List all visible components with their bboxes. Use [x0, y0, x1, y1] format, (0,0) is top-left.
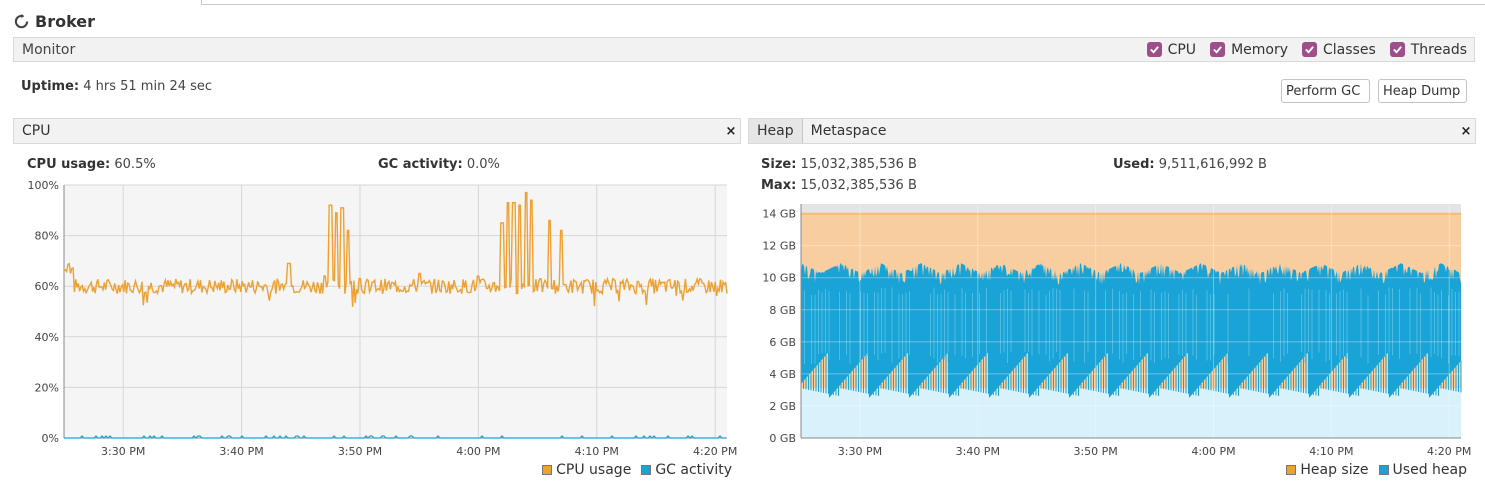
- x-tick-label: 3:50 PM: [1073, 445, 1117, 458]
- used-heap-area: [801, 263, 1461, 398]
- heap-size-stat: Size: 15,032,385,536 B: [761, 157, 917, 172]
- legend-swatch: [1286, 465, 1297, 475]
- y-tick-label: 40%: [35, 331, 59, 344]
- heap-panel-header: Heap Metaspace ×: [748, 118, 1476, 144]
- plot-background: [64, 185, 727, 438]
- heap-dump-button[interactable]: Heap Dump: [1378, 79, 1467, 103]
- x-tick-label: 3:40 PM: [219, 445, 263, 458]
- window-title-text: Broker: [35, 11, 96, 31]
- gc-activity-value: 0.0%: [466, 157, 500, 172]
- gc-activity-stat: GC activity: 0.0%: [378, 157, 500, 172]
- tab-heap[interactable]: Heap: [749, 119, 803, 143]
- checkbox-memory[interactable]: Memory: [1210, 42, 1288, 58]
- checkbox-label: Threads: [1410, 41, 1467, 58]
- y-tick-label: 2 GB: [769, 400, 796, 413]
- y-tick-label: 12 GB: [762, 240, 796, 253]
- series-line-gc-activity: [64, 435, 726, 439]
- y-tick-label: 10 GB: [762, 272, 796, 285]
- heap-chart: 0 GB 2 GB 4 GB 6 GB 8 GB 10 GB 12 GB 14 GB 3:30 …: [762, 204, 1471, 458]
- uptime-value: 4 hrs 51 min 24 sec: [83, 79, 213, 94]
- y-tick-label: 0%: [42, 432, 59, 445]
- heap-used-stat: Used: 9,511,616,992 B: [1113, 157, 1267, 172]
- x-tick-label: 3:50 PM: [338, 445, 382, 458]
- y-tick-label: 0 GB: [769, 432, 796, 445]
- heap-max-label: Max:: [761, 178, 797, 193]
- heap-used-value: 9,511,616,992 B: [1158, 157, 1267, 172]
- x-tick-label: 4:20 PM: [1427, 445, 1471, 458]
- checkbox-label: Classes: [1323, 41, 1376, 58]
- perform-gc-button[interactable]: Perform GC: [1281, 79, 1370, 103]
- x-tick-label: 4:10 PM: [1309, 445, 1353, 458]
- series-line-cpu-usage: [63, 191, 728, 307]
- top-divider: [202, 4, 1485, 5]
- checkmark-icon[interactable]: [1210, 42, 1226, 57]
- x-tick-label: 3:40 PM: [956, 445, 1000, 458]
- refresh-icon[interactable]: [14, 13, 29, 29]
- x-tick-label: 4:20 PM: [693, 445, 737, 458]
- y-tick-label: 4 GB: [769, 368, 796, 381]
- cpu-usage-stat: CPU usage: 60.5%: [27, 157, 156, 172]
- legend-swatch: [542, 465, 553, 475]
- checkmark-icon[interactable]: [1146, 42, 1162, 57]
- heap-max-stat: Max: 15,032,385,536 B: [761, 178, 917, 193]
- legend-heap-size: Heap size: [1286, 462, 1369, 478]
- checkbox-label: Memory: [1231, 41, 1288, 58]
- cpu-chart: 0% 20% 40% 60% 80% 100% 3:30 PM 3:40 PM 3:50 PM 4…: [28, 180, 738, 458]
- x-tick-label: 4:00 PM: [456, 445, 500, 458]
- y-tick-label: 6 GB: [769, 336, 796, 349]
- checkbox-classes[interactable]: Classes: [1302, 42, 1376, 58]
- monitor-label: Monitor: [22, 41, 76, 58]
- used-heap-floor-area: [801, 388, 1461, 438]
- top-tab-strip: [0, 0, 1485, 6]
- monitor-header: Monitor CPU Memory Classes Threads: [13, 37, 1475, 62]
- y-tick-label: 20%: [35, 381, 59, 394]
- tab-cpu[interactable]: CPU: [22, 123, 51, 139]
- cpu-legend: CPU usage GC activity: [542, 462, 732, 478]
- legend-label: CPU usage: [556, 462, 632, 478]
- heap-used-label: Used:: [1113, 157, 1155, 172]
- legend-gc-activity: GC activity: [641, 462, 732, 478]
- cpu-panel-header: CPU ×: [13, 118, 741, 144]
- x-tick-label: 4:00 PM: [1191, 445, 1235, 458]
- y-tick-label: 80%: [35, 230, 59, 243]
- monitor-checkboxes: CPU Memory Classes Threads: [1146, 41, 1474, 58]
- heap-max-value: 15,032,385,536 B: [800, 178, 917, 193]
- window-title: Broker: [14, 10, 95, 32]
- checkbox-threads[interactable]: Threads: [1389, 41, 1467, 58]
- y-tick-label: 100%: [28, 180, 59, 192]
- gc-activity-label: GC activity:: [378, 157, 463, 172]
- uptime-label: Uptime:: [21, 79, 80, 94]
- cpu-usage-label: CPU usage:: [27, 157, 111, 172]
- close-icon[interactable]: ×: [725, 123, 737, 139]
- checkbox-cpu[interactable]: CPU: [1146, 41, 1197, 58]
- y-tick-label: 60%: [35, 280, 59, 293]
- x-tick-label: 3:30 PM: [838, 445, 882, 458]
- uptime: Uptime: 4 hrs 51 min 24 sec: [21, 79, 212, 94]
- legend-used-heap: Used heap: [1378, 462, 1467, 478]
- top-tab-edge: [0, 0, 202, 5]
- cpu-usage-value: 60.5%: [114, 157, 156, 172]
- legend-swatch: [641, 465, 652, 475]
- y-tick-label: 14 GB: [762, 208, 796, 221]
- checkmark-icon[interactable]: [1389, 42, 1405, 57]
- x-tick-label: 4:10 PM: [575, 445, 619, 458]
- y-tick-label: 8 GB: [769, 304, 796, 317]
- tab-metaspace[interactable]: Metaspace: [810, 123, 887, 139]
- legend-label: GC activity: [655, 462, 732, 478]
- heap-size-value: 15,032,385,536 B: [800, 157, 917, 172]
- legend-label: Used heap: [1392, 462, 1467, 478]
- legend-swatch: [1378, 465, 1389, 475]
- heap-legend: Heap size Used heap: [1286, 462, 1467, 478]
- x-tick-label: 3:30 PM: [101, 445, 145, 458]
- heap-size-label: Size:: [761, 157, 797, 172]
- legend-label: Heap size: [1300, 462, 1369, 478]
- checkmark-icon[interactable]: [1302, 42, 1317, 57]
- legend-cpu-usage: CPU usage: [542, 462, 631, 478]
- close-icon[interactable]: ×: [1460, 123, 1472, 139]
- checkbox-label: CPU: [1167, 41, 1197, 58]
